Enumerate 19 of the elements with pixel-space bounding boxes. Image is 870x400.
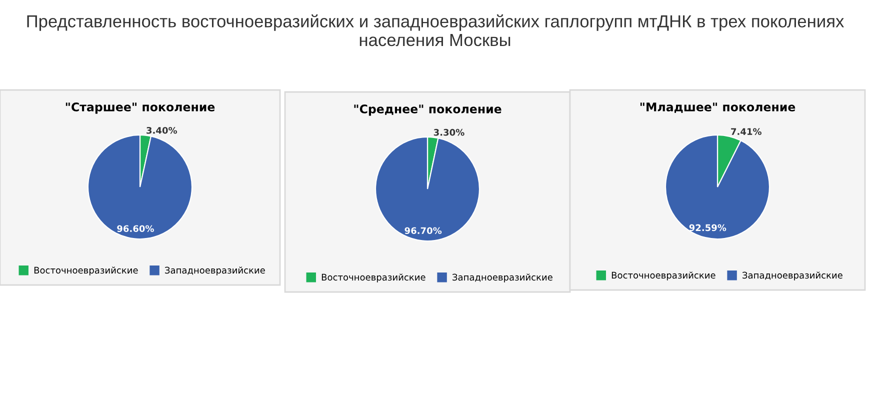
pie-slice xyxy=(664,134,770,240)
legend-label: Западноевразийские xyxy=(165,266,265,276)
pie-slice xyxy=(374,136,480,242)
legend-label: Западноевразийские xyxy=(742,272,842,280)
data-label: 92.59% xyxy=(689,224,726,232)
legend-label: Восточноевразийские xyxy=(34,266,138,276)
pie-slice xyxy=(87,134,193,240)
legend-label: Западноевразийские xyxy=(452,274,552,282)
text: Представленность восточноевразийских и западноевразийских гаплогрупп мтДНК в трех поколениях населения Москвы xyxy=(27,14,844,46)
chart-title: "Старшее" поколение xyxy=(66,102,215,114)
chart-title: "Младшее" поколение xyxy=(640,102,796,113)
data-label: 96.60% xyxy=(117,225,154,232)
data-label: 7.41% xyxy=(731,128,762,135)
data-label: 3.30% xyxy=(434,128,464,136)
data-label: 96.70% xyxy=(404,227,442,234)
chart-title: "Среднее" поколение xyxy=(354,104,502,116)
legend-label: Восточноевразийские xyxy=(322,274,426,282)
data-label: 3.40% xyxy=(146,126,178,134)
legend-label: Восточноевразийские xyxy=(612,272,716,280)
